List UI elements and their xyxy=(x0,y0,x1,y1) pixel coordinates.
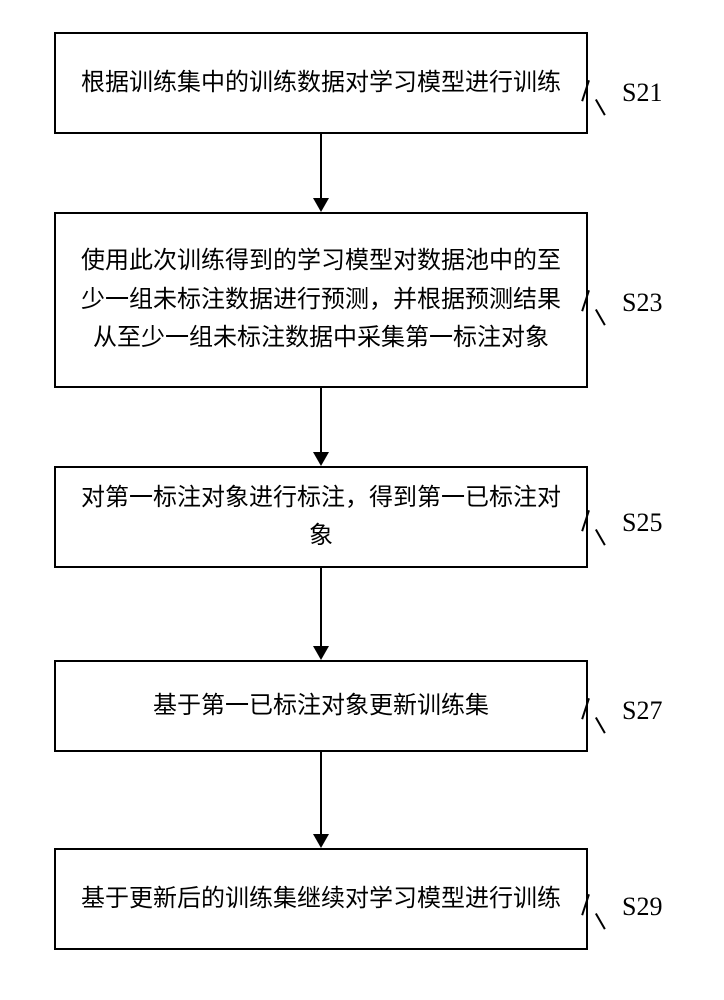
flow-arrow-3 xyxy=(320,568,322,646)
flow-node-text: 基于更新后的训练集继续对学习模型进行训练 xyxy=(81,880,561,918)
arrowhead-icon xyxy=(313,646,329,660)
flowchart-canvas: 根据训练集中的训练数据对学习模型进行训练 S21 使用此次训练得到的学习模型对数据池… xyxy=(0,0,724,1000)
step-label-s27: S27 xyxy=(622,696,662,726)
step-label-s29: S29 xyxy=(622,892,662,922)
step-label-s25: S25 xyxy=(622,508,662,538)
flow-node-text: 基于第一已标注对象更新训练集 xyxy=(153,687,489,725)
flow-node-3: 对第一标注对象进行标注，得到第一已标注对象 xyxy=(54,466,588,568)
flow-arrow-2 xyxy=(320,388,322,452)
flow-node-text: 使用此次训练得到的学习模型对数据池中的至少一组未标注数据进行预测，并根据预测结果… xyxy=(76,242,566,357)
arrowhead-icon xyxy=(313,834,329,848)
flow-node-5: 基于更新后的训练集继续对学习模型进行训练 xyxy=(54,848,588,950)
step-label-s21: S21 xyxy=(622,78,662,108)
arrowhead-icon xyxy=(313,198,329,212)
flow-node-text: 根据训练集中的训练数据对学习模型进行训练 xyxy=(81,64,561,102)
flow-arrow-1 xyxy=(320,134,322,198)
flow-node-2: 使用此次训练得到的学习模型对数据池中的至少一组未标注数据进行预测，并根据预测结果… xyxy=(54,212,588,388)
flow-node-1: 根据训练集中的训练数据对学习模型进行训练 xyxy=(54,32,588,134)
flow-node-text: 对第一标注对象进行标注，得到第一已标注对象 xyxy=(76,479,566,556)
step-label-s23: S23 xyxy=(622,288,662,318)
flow-arrow-4 xyxy=(320,752,322,834)
arrowhead-icon xyxy=(313,452,329,466)
flow-node-4: 基于第一已标注对象更新训练集 xyxy=(54,660,588,752)
